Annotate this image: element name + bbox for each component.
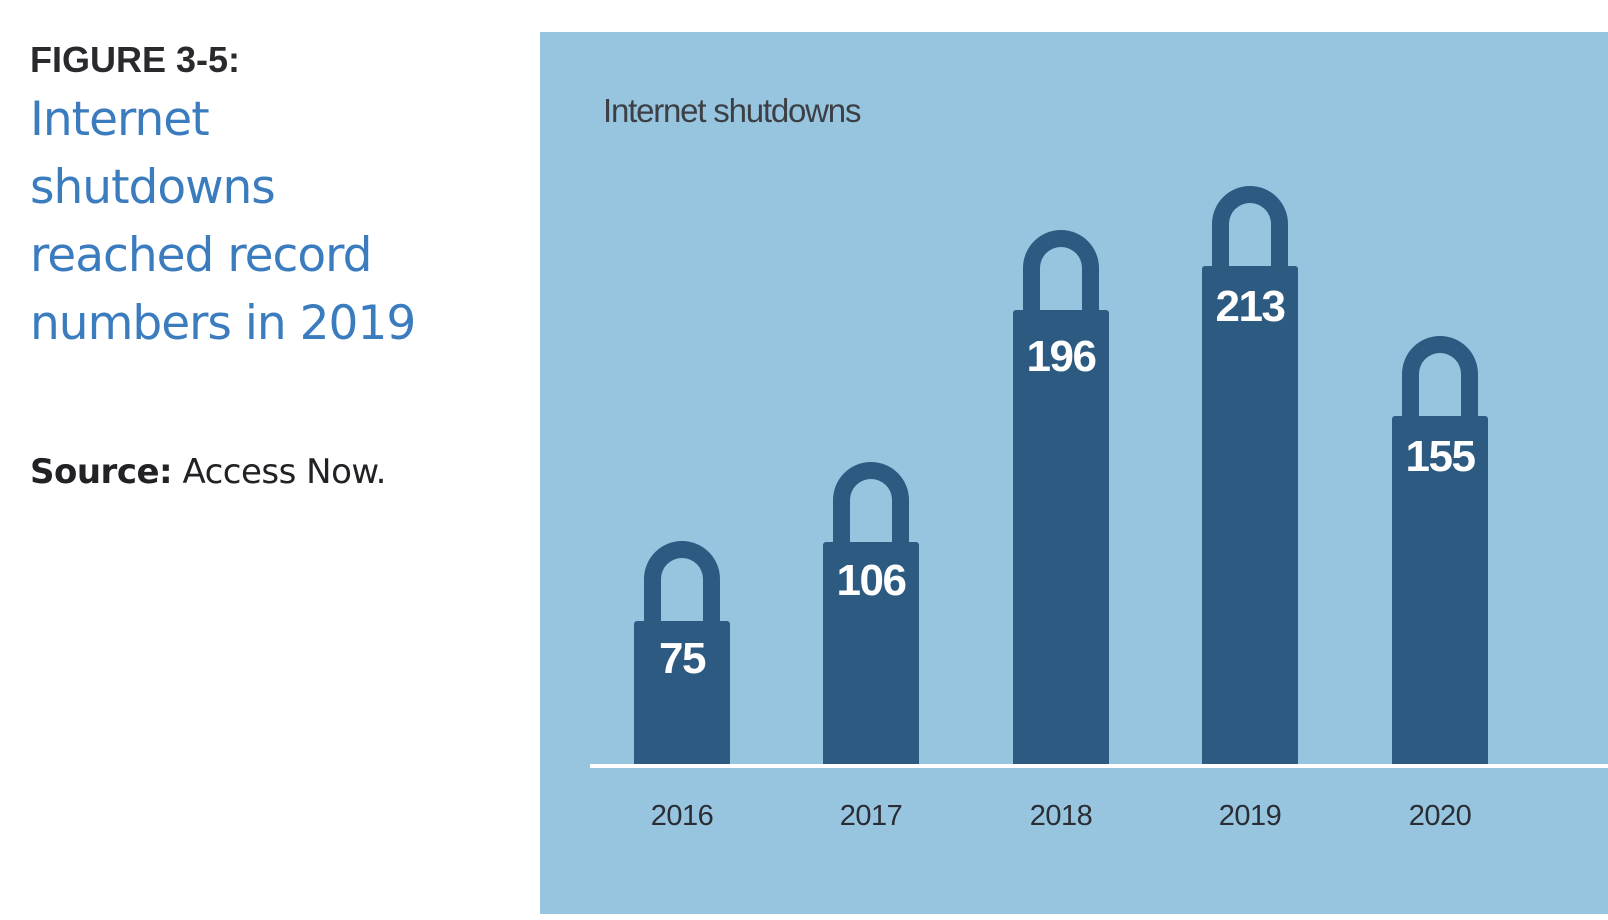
padlock-body	[1013, 310, 1109, 764]
padlock-shackle-icon	[833, 462, 909, 542]
figure-title-line: Internet	[30, 92, 210, 147]
figure-source: Source: Access Now.	[30, 452, 386, 492]
padlock-shackle-icon	[644, 541, 720, 621]
source-text: Access Now.	[172, 452, 386, 492]
figure-title: Internet shutdowns reached record number…	[30, 86, 500, 358]
figure-title-line: reached record	[30, 228, 372, 283]
figure-caption: FIGURE 3-5: Internet shutdowns reached r…	[30, 38, 500, 358]
bar-value-label: 196	[1026, 332, 1097, 381]
padlock-body	[1202, 266, 1298, 764]
bar-value-label: 213	[1215, 282, 1286, 331]
x-tick-label: 2016	[650, 800, 714, 832]
bar-value-label: 155	[1405, 432, 1476, 481]
figure-label: FIGURE 3-5:	[30, 39, 241, 80]
x-tick-label: 2019	[1218, 800, 1282, 832]
x-axis-baseline	[590, 764, 1608, 768]
figure-title-line: shutdowns	[30, 160, 276, 215]
x-tick-label: 2018	[1029, 800, 1093, 832]
chart-title: Internet shutdowns	[603, 92, 861, 129]
padlock-shackle-icon	[1402, 336, 1478, 416]
x-tick-label: 2020	[1408, 800, 1472, 832]
padlock-shackle-icon	[1212, 186, 1288, 266]
padlock-body	[823, 542, 919, 764]
figure-title-line: numbers in 2019	[30, 296, 416, 351]
chart-panel: Internet shutdowns 75 106 196 213 155 20…	[540, 32, 1608, 914]
padlock-body	[1392, 416, 1488, 764]
bar-value-label: 75	[659, 634, 706, 683]
padlock-body	[634, 621, 730, 764]
source-label: Source:	[30, 452, 173, 492]
bar-value-label: 106	[836, 556, 907, 605]
x-tick-label: 2017	[839, 800, 903, 832]
padlock-shackle-icon	[1023, 230, 1099, 310]
